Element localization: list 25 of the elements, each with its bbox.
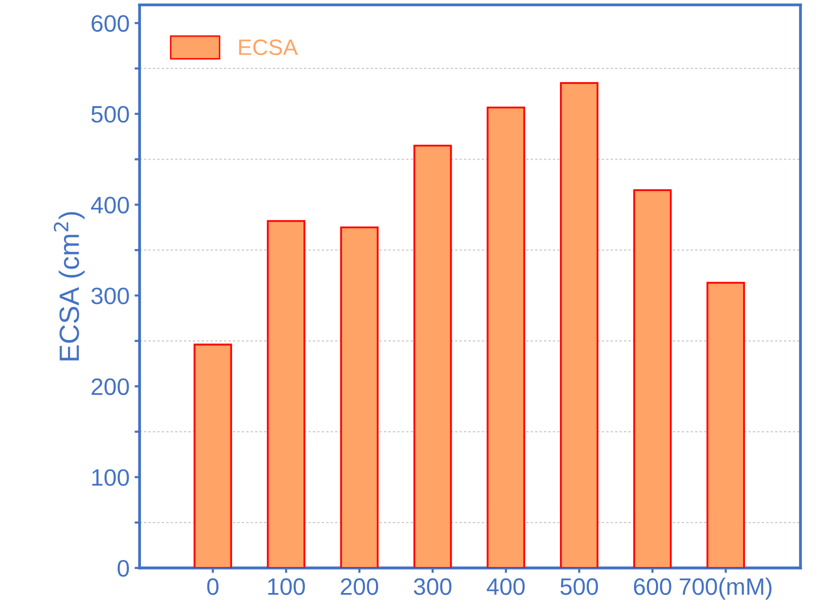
y-tick-label: 600	[92, 15, 129, 32]
y-tick-label: 100	[92, 469, 129, 486]
bar	[486, 106, 526, 568]
x-tick-label: 0	[207, 578, 218, 595]
x-tick-label: 200	[340, 578, 378, 595]
bar	[266, 220, 306, 568]
y-tick-label: 500	[91, 106, 129, 123]
x-tick-label: 400	[486, 578, 525, 595]
y-tick-label: 0	[118, 560, 129, 577]
x-tick-label: 500	[560, 578, 598, 595]
legend-label: ECSA	[239, 39, 298, 56]
bar	[340, 226, 379, 568]
y-tick-label: 200	[92, 378, 129, 396]
bar	[706, 282, 745, 568]
bar	[194, 344, 232, 568]
x-tick-label: 300	[414, 578, 452, 595]
y-tick-label: 300	[91, 288, 129, 304]
x-tick-label: 700(mM)	[680, 578, 772, 600]
x-tick-label: 100	[268, 578, 305, 595]
bar	[560, 82, 598, 568]
y-tick-label: 400	[91, 196, 129, 214]
y-axis-title: ECSA (cm$^{2}$)	[54, 212, 85, 360]
bar	[413, 144, 452, 568]
bar	[633, 189, 672, 568]
x-tick-label: 600	[634, 578, 672, 595]
